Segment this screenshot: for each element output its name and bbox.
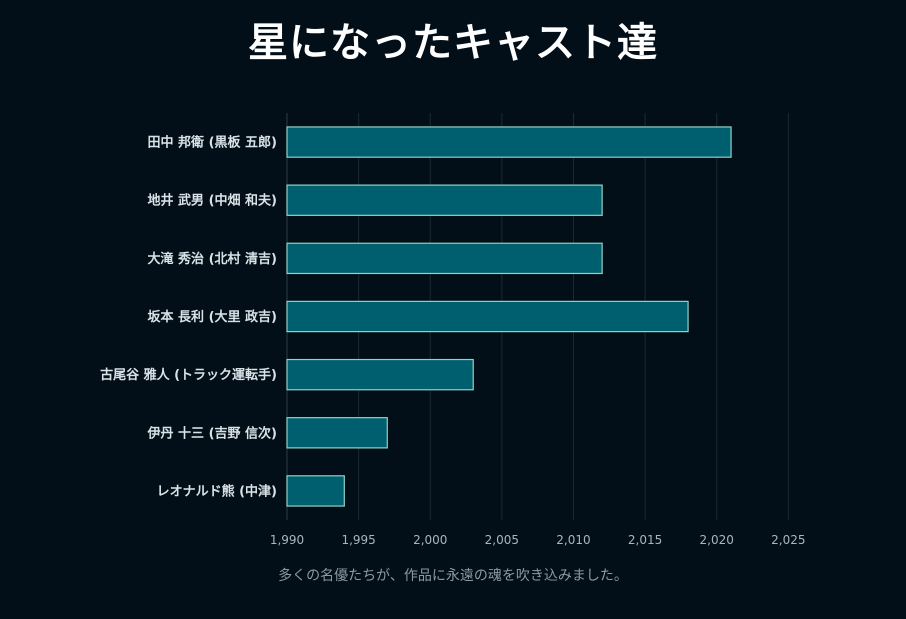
bar <box>286 475 345 507</box>
x-tick-label: 2,020 <box>700 533 734 547</box>
category-label: 坂本 長利 (大里 政吉) <box>148 309 277 325</box>
bar <box>286 300 689 333</box>
category-label: 地井 武男 (中畑 和夫) <box>148 193 277 209</box>
bar <box>286 417 388 449</box>
bar <box>286 184 603 216</box>
x-tick-label: 1,990 <box>270 533 304 547</box>
bar <box>286 242 603 275</box>
x-tick-label: 2,025 <box>771 533 805 547</box>
category-label: 伊丹 十三 (吉野 信次) <box>147 425 277 441</box>
chart-title: 星になったキャスト達 <box>248 20 658 66</box>
x-tick-label: 1,995 <box>341 533 375 547</box>
x-tick-label: 2,005 <box>485 533 519 547</box>
x-tick-label: 2,000 <box>413 533 447 547</box>
category-label: 田中 邦衛 (黒板 五郎) <box>148 135 277 151</box>
category-label: 古尾谷 雅人 (トラック運転手) <box>100 367 277 383</box>
bar <box>286 126 732 158</box>
x-tick-label: 2,015 <box>628 533 662 547</box>
bar <box>286 358 474 391</box>
category-label: 大滝 秀治 (北村 清吉) <box>148 251 277 267</box>
x-tick-label: 2,010 <box>556 533 590 547</box>
category-label: レオナルド熊 (中津) <box>157 483 277 499</box>
chart-caption: 多くの名優たちが、作品に永遠の魂を吹き込みました。 <box>278 568 628 584</box>
